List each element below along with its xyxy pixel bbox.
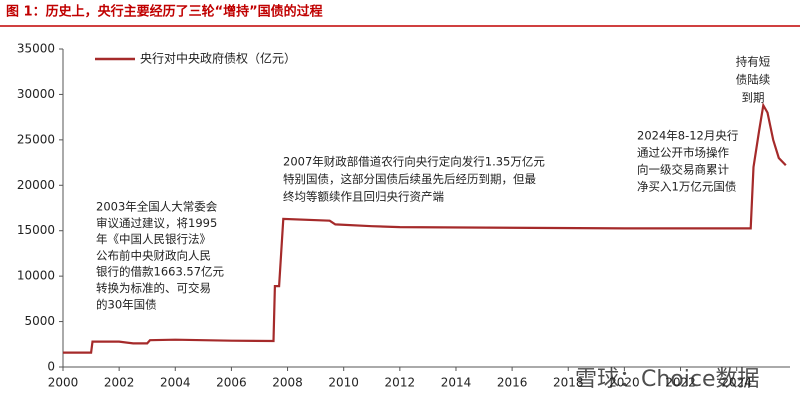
annotation: 的30年国债	[96, 297, 157, 311]
x-tick-label: 2022	[665, 376, 696, 390]
series-line	[63, 102, 787, 354]
annotation: 2024年8-12月央行	[637, 129, 738, 143]
annotation: 向一级交易商累计	[637, 163, 729, 177]
annotation: 终均等额续作且回归央行资产端	[283, 190, 444, 204]
x-tick-label: 2000	[48, 376, 79, 390]
y-tick-label: 5000	[24, 314, 55, 328]
annotation: 转换为标准的、可交易	[96, 281, 211, 295]
y-tick-label: 0	[47, 360, 55, 374]
annotation: 到期	[742, 91, 765, 105]
x-tick-label: 2006	[216, 376, 247, 390]
annotation: 公布前中央财政向人民	[96, 248, 211, 262]
annotation: 通过公开市场操作	[637, 146, 729, 160]
x-tick-label: 2014	[441, 376, 472, 390]
annotation: 特别国债，这部分国债后续虽先后经历到期，但最	[283, 172, 536, 186]
x-tick-label: 2020	[609, 376, 640, 390]
x-tick-label: 2010	[328, 376, 359, 390]
x-tick-label: 2012	[385, 376, 416, 390]
y-tick-label: 30000	[17, 87, 55, 101]
y-tick-label: 20000	[17, 178, 55, 192]
y-tick-label: 15000	[17, 223, 55, 237]
annotation: 持有短	[736, 55, 771, 69]
x-tick-label: 2008	[272, 376, 303, 390]
watermark: 雪球：Choice数据	[575, 367, 760, 392]
annotation: 审议通过建议，将1995	[96, 216, 217, 230]
x-tick-label: 2016	[497, 376, 528, 390]
legend-label: 央行对中央政府债权（亿元）	[140, 51, 296, 66]
annotation: 债陆续	[736, 73, 771, 87]
x-tick-label: 2004	[160, 376, 191, 390]
x-tick-label: 2018	[553, 376, 584, 390]
annotation: 净买入1万亿元国债	[637, 180, 736, 194]
annotation: 2007年财政部借道农行向央行定向发行1.35万亿元	[283, 155, 545, 169]
y-tick-label: 25000	[17, 132, 55, 146]
annotation: 银行的借款1663.57亿元	[96, 265, 225, 279]
x-tick-label: 2024	[721, 376, 752, 390]
x-tick-label: 2002	[104, 376, 135, 390]
annotation: 年《中国人民银行法》	[96, 232, 211, 246]
chart-title: 图 1：历史上，央行主要经历了三轮“增持”国债的过程	[6, 4, 323, 20]
annotation: 2003年全国人大常委会	[96, 200, 218, 214]
y-tick-label: 35000	[17, 42, 55, 56]
y-tick-label: 10000	[17, 269, 55, 283]
